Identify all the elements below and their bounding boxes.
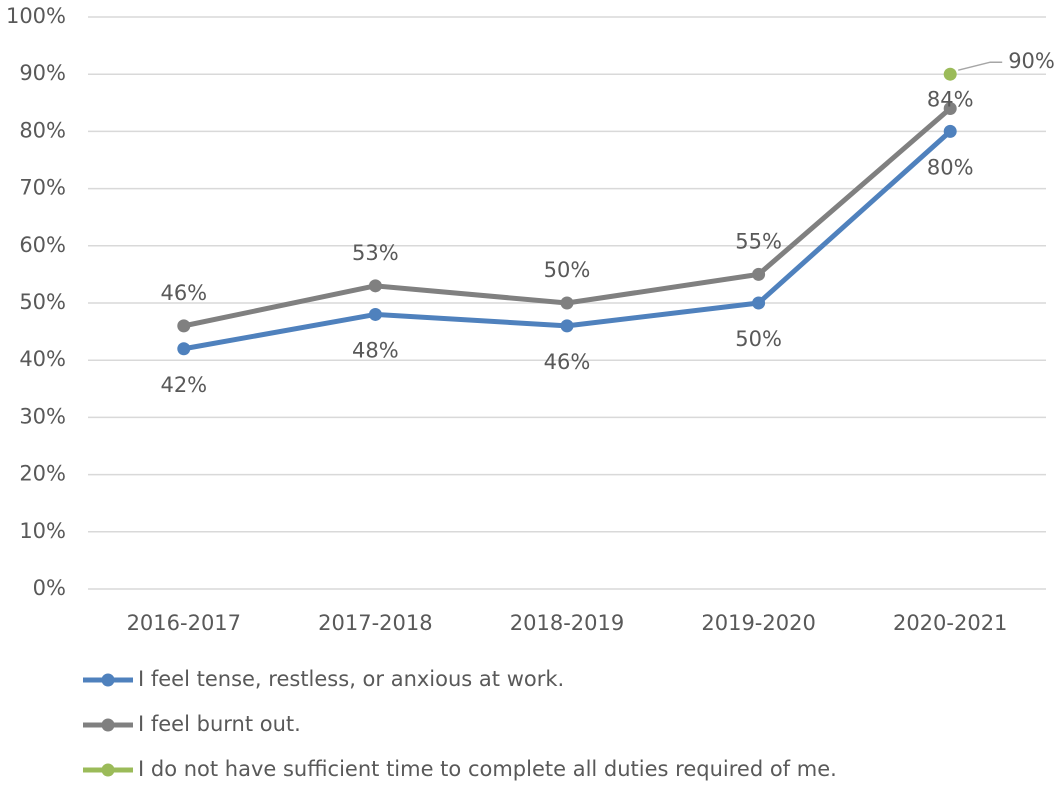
- data-label: 50%: [544, 258, 591, 282]
- data-point: [943, 67, 957, 81]
- x-tick-label: 2016-2017: [127, 611, 241, 635]
- data-label: 48%: [352, 338, 399, 362]
- x-tick-label: 2019-2020: [701, 611, 815, 635]
- y-tick-label: 60%: [19, 233, 66, 257]
- data-point: [177, 342, 191, 356]
- data-point: [943, 124, 957, 138]
- series-line: [183, 129, 952, 352]
- y-tick-label: 40%: [19, 347, 66, 371]
- x-tick-label: 2017-2018: [318, 611, 432, 635]
- data-label: 42%: [160, 373, 207, 397]
- legend-marker: [101, 718, 115, 732]
- data-label: 90%: [1008, 49, 1055, 73]
- series-line: [183, 106, 952, 329]
- y-tick-label: 90%: [19, 61, 66, 85]
- data-label: 50%: [735, 327, 782, 351]
- y-tick-label: 20%: [19, 462, 66, 486]
- data-point: [943, 102, 957, 116]
- x-tick-label: 2020-2021: [893, 611, 1007, 635]
- legend-marker: [101, 673, 115, 687]
- data-point: [752, 267, 766, 281]
- y-tick-label: 70%: [19, 176, 66, 200]
- y-tick-label: 30%: [19, 404, 66, 428]
- data-point: [752, 296, 766, 310]
- y-tick-label: 100%: [6, 4, 66, 28]
- x-tick-label: 2018-2019: [510, 611, 624, 635]
- data-label: 53%: [352, 241, 399, 265]
- data-point: [368, 279, 382, 293]
- data-point: [560, 319, 574, 333]
- data-point: [368, 307, 382, 321]
- legend-label: I feel burnt out.: [138, 712, 301, 736]
- data-label: 46%: [544, 350, 591, 374]
- data-point: [177, 319, 191, 333]
- legend-marker: [101, 763, 115, 777]
- data-label: 84%: [927, 88, 974, 112]
- y-tick-label: 10%: [19, 519, 66, 543]
- data-label: 46%: [160, 281, 207, 305]
- legend-label: I do not have sufficient time to complet…: [138, 757, 837, 781]
- y-tick-label: 50%: [19, 290, 66, 314]
- leader-line: [958, 61, 1003, 71]
- y-tick-label: 0%: [33, 576, 66, 600]
- legend-label: I feel tense, restless, or anxious at wo…: [138, 667, 564, 691]
- data-point: [560, 296, 574, 310]
- data-label: 55%: [735, 229, 782, 253]
- data-label: 80%: [927, 155, 974, 179]
- y-tick-label: 80%: [19, 118, 66, 142]
